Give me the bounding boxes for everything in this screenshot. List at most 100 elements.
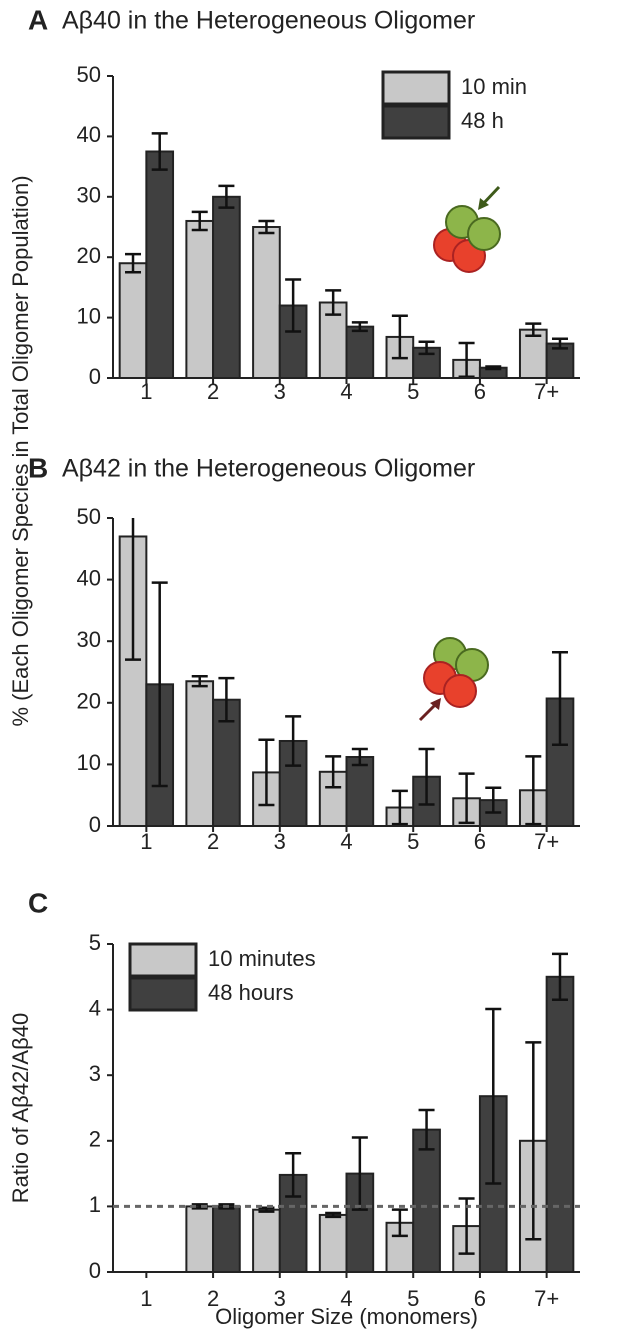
x-tick-label: 2 xyxy=(207,1286,219,1311)
y-tick-label: 2 xyxy=(89,1127,101,1152)
error-bar xyxy=(551,952,568,1002)
y-tick-label: 3 xyxy=(89,1061,101,1086)
x-tick-label: 6 xyxy=(474,829,486,854)
x-axis-label: Oligomer Size (monomers) xyxy=(215,1304,478,1329)
error-bar xyxy=(258,219,275,235)
legend-label: 10 minutes xyxy=(208,946,316,971)
y-tick-label: 10 xyxy=(77,750,101,775)
bar xyxy=(212,1205,241,1274)
y-tick-label: 40 xyxy=(77,565,101,590)
x-tick-label: 1 xyxy=(140,379,152,404)
x-tick-label: 6 xyxy=(474,1286,486,1311)
error-bar xyxy=(391,789,408,826)
bar xyxy=(185,219,215,379)
error-bar xyxy=(525,322,542,337)
bar xyxy=(145,150,175,379)
y-tick-label: 0 xyxy=(89,364,101,389)
y-tick-label: 4 xyxy=(89,995,101,1020)
error-bar xyxy=(258,738,275,807)
legend-label: 48 hours xyxy=(208,980,294,1005)
x-tick-label: 5 xyxy=(407,379,419,404)
y-axis-label: % (Each Oligomer Species in Total Oligom… xyxy=(8,175,33,726)
bar xyxy=(185,1205,215,1274)
error-bar xyxy=(125,518,142,661)
bar xyxy=(185,680,215,827)
legend-swatch xyxy=(381,104,451,140)
error-bar xyxy=(525,755,542,826)
error-bar xyxy=(285,715,302,767)
panel: A Aβ40 in the Heterogeneous Oligomer 0 10 20… xyxy=(8,4,580,727)
error-bar xyxy=(551,651,568,746)
x-tick-label: 2 xyxy=(207,829,219,854)
x-tick-label: 5 xyxy=(407,829,419,854)
legend-label: 48 h xyxy=(461,108,504,133)
error-bar xyxy=(418,1108,435,1151)
bar xyxy=(345,325,375,380)
error-bar xyxy=(485,1007,502,1185)
bar xyxy=(345,756,375,827)
error-bar xyxy=(325,1211,342,1219)
y-tick-label: 20 xyxy=(77,689,101,714)
panel-letter: B xyxy=(28,452,48,483)
bar xyxy=(118,262,148,379)
chart-title: Aβ40 in the Heterogeneous Oligomer xyxy=(62,7,475,35)
y-axis-label: Ratio of Aβ42/Aβ40 xyxy=(8,1013,33,1203)
error-bar xyxy=(218,676,235,723)
x-tick-label: 7+ xyxy=(534,829,559,854)
legend-swatch xyxy=(381,70,451,106)
x-tick-label: 3 xyxy=(274,829,286,854)
y-tick-label: 1 xyxy=(89,1192,101,1217)
y-tick-label: 10 xyxy=(77,303,101,328)
legend-swatch xyxy=(128,976,198,1012)
error-bar xyxy=(391,314,408,360)
error-bar xyxy=(285,1152,302,1198)
y-tick-label: 0 xyxy=(89,1258,101,1283)
error-bar xyxy=(458,772,475,825)
y-tick-label: 5 xyxy=(89,930,101,955)
chart-title: Aβ42 in the Heterogeneous Oligomer xyxy=(62,455,475,483)
x-tick-label: 6 xyxy=(474,379,486,404)
panel: B Aβ42 in the Heterogeneous Oligomer 0 10 20… xyxy=(28,452,580,854)
bar xyxy=(252,1208,281,1274)
error-bar xyxy=(191,1203,208,1210)
bar xyxy=(412,1128,441,1273)
x-tick-label: 3 xyxy=(274,379,286,404)
molecule-icon xyxy=(433,185,501,273)
y-tick-label: 50 xyxy=(77,62,101,87)
x-tick-label: 2 xyxy=(207,379,219,404)
x-tick-label: 5 xyxy=(407,1286,419,1311)
error-bar xyxy=(325,755,342,789)
error-bar xyxy=(418,340,435,356)
error-bar xyxy=(218,184,235,209)
error-bar xyxy=(351,321,368,333)
panel: C 0 1 2 3 4 5 1 2 3 4 5 6 7+ 10 minutes 48 hours Ratio o… xyxy=(8,887,580,1329)
legend-swatch xyxy=(128,942,198,978)
x-tick-label: 4 xyxy=(340,379,352,404)
y-tick-label: 50 xyxy=(77,504,101,529)
bar xyxy=(318,1213,348,1273)
error-bar xyxy=(285,278,302,333)
bar xyxy=(545,975,575,1273)
x-tick-label: 3 xyxy=(274,1286,286,1311)
error-bar xyxy=(391,1208,408,1238)
y-tick-label: 40 xyxy=(77,122,101,147)
error-bar xyxy=(551,337,568,350)
bar xyxy=(212,195,241,379)
error-bar xyxy=(418,747,435,806)
error-bar xyxy=(458,341,475,378)
error-bar xyxy=(151,132,168,171)
molecule-icon xyxy=(418,637,489,722)
y-tick-label: 20 xyxy=(77,243,101,268)
x-tick-label: 1 xyxy=(140,1286,152,1311)
y-tick-label: 0 xyxy=(89,812,101,837)
error-bar xyxy=(485,786,502,814)
bar xyxy=(252,226,281,379)
error-bar xyxy=(325,289,342,316)
error-bar xyxy=(191,675,208,688)
x-tick-label: 1 xyxy=(140,829,152,854)
x-tick-label: 7+ xyxy=(534,1286,559,1311)
error-bar xyxy=(191,210,208,232)
legend-label: 10 min xyxy=(461,74,527,99)
error-bar xyxy=(151,581,168,788)
